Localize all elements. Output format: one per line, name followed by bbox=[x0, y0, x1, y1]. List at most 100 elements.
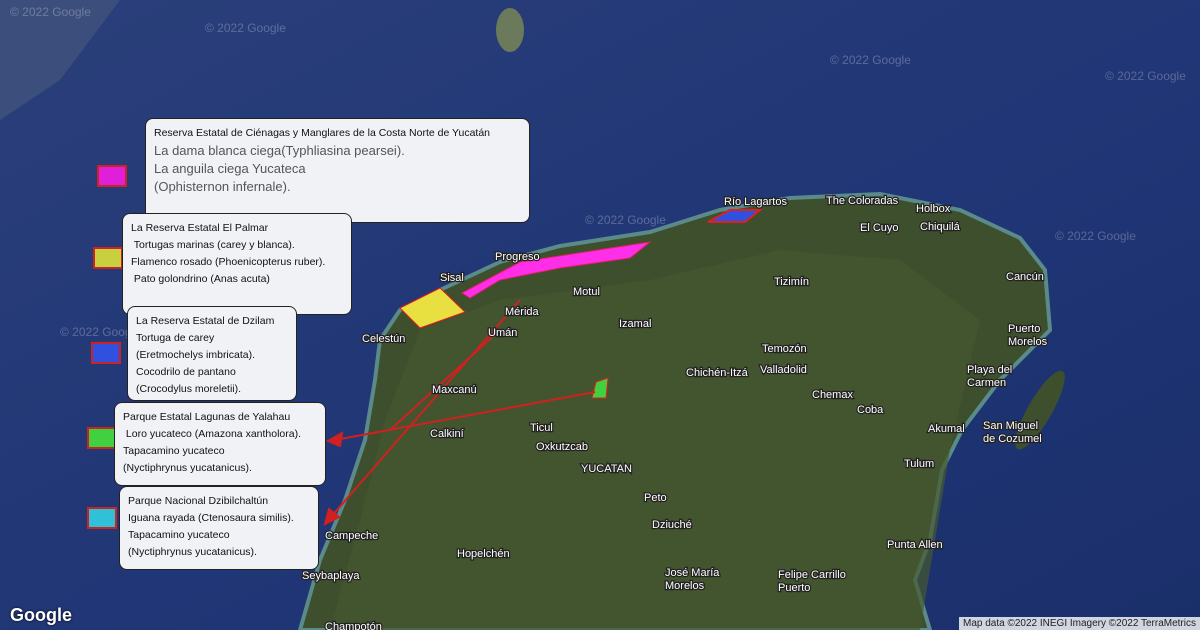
info-box: Parque Nacional Dzibilchaltún Iguana raya… bbox=[119, 486, 319, 570]
place-line: Calkiní bbox=[430, 428, 464, 440]
place-line: Chichén-Itzá bbox=[686, 367, 749, 379]
place-label: Tizimín bbox=[774, 276, 809, 288]
place-label: Dziuché bbox=[652, 519, 692, 531]
info-line: (Nyctiphrynus yucatanicus). bbox=[123, 462, 252, 474]
info-line: Pato golondrino (Anas acuta) bbox=[131, 273, 270, 285]
place-line: Akumal bbox=[928, 423, 965, 435]
place-line: Hopelchén bbox=[457, 548, 510, 560]
place-label: Mérida bbox=[505, 306, 540, 318]
info-line: La dama blanca ciega(Typhliasina pearsei… bbox=[154, 143, 405, 158]
arrow bbox=[389, 329, 501, 431]
place-label: Oxkutzcab bbox=[536, 441, 588, 453]
place-line: Mérida bbox=[505, 306, 540, 318]
place-line: Puerto bbox=[778, 582, 810, 594]
place-line: Seybaplaya bbox=[302, 570, 360, 582]
place-line: Celestún bbox=[362, 333, 405, 345]
info-box: La Reserva Estatal El Palmar Tortugas ma… bbox=[122, 213, 352, 315]
place-label: Playa del Carmen bbox=[967, 364, 1012, 389]
place-label: Progreso bbox=[495, 251, 540, 263]
place-line: Progreso bbox=[495, 251, 540, 263]
place-label: Celestún bbox=[362, 333, 405, 345]
place-label: Temozón bbox=[762, 343, 807, 355]
place-line: Carmen bbox=[967, 377, 1006, 389]
place-label: Akumal bbox=[928, 423, 965, 435]
watermark: © 2022 Google bbox=[205, 21, 286, 35]
info-line: Iguana rayada (Ctenosaura similis). bbox=[128, 512, 294, 524]
info-line: Tortugas marinas (carey y blanca). bbox=[131, 239, 295, 251]
watermark: © 2022 Google bbox=[60, 325, 141, 339]
info-title: La Reserva Estatal El Palmar bbox=[131, 222, 269, 234]
reserve-yalahau bbox=[591, 377, 609, 399]
info-line: La anguila ciega Yucateca bbox=[154, 161, 306, 176]
info-line: (Nyctiphrynus yucatanicus). bbox=[128, 546, 257, 558]
place-label: Izamal bbox=[619, 318, 651, 330]
info-line: Tapacamino yucateco bbox=[123, 445, 225, 457]
place-line: Río Lagartos bbox=[724, 196, 787, 208]
place-label: Punta Allen bbox=[887, 539, 943, 551]
watermark: © 2022 Google bbox=[830, 53, 911, 67]
place-label: San Miguel de Cozumel bbox=[983, 420, 1042, 445]
place-line: Temozón bbox=[762, 343, 807, 355]
place-line: Izamal bbox=[619, 318, 651, 330]
place-line: El Cuyo bbox=[860, 222, 899, 234]
place-line: Cancún bbox=[1006, 271, 1044, 283]
place-line: Peto bbox=[644, 492, 667, 504]
info-box: Reserva Estatal de Ciénagas y Manglares … bbox=[145, 118, 530, 223]
reserve-cienagas bbox=[461, 241, 652, 299]
place-line: Morelos bbox=[1008, 336, 1048, 348]
legend-swatch bbox=[87, 427, 117, 449]
info-box: Parque Estatal Lagunas de Yalahau Loro y… bbox=[114, 402, 326, 486]
place-line: Coba bbox=[857, 404, 884, 416]
place-label: Sisal bbox=[440, 272, 464, 284]
place-label: Chichén-Itzá bbox=[686, 367, 749, 379]
place-line: Puerto bbox=[1008, 323, 1040, 335]
place-line: Valladolid bbox=[760, 364, 807, 376]
arrow bbox=[334, 391, 596, 441]
place-line: YUCATAN bbox=[581, 463, 632, 475]
place-label: Seybaplaya bbox=[302, 570, 360, 582]
info-line: (Eretmochelys imbricata). bbox=[136, 349, 256, 361]
place-line: Chemax bbox=[812, 389, 853, 401]
place-label: José María Morelos bbox=[665, 567, 720, 592]
info-line: Flamenco rosado (Phoenicopterus ruber). bbox=[131, 256, 326, 268]
legend-swatch bbox=[87, 507, 117, 529]
place-line: Morelos bbox=[665, 580, 705, 592]
info-line: Loro yucateco (Amazona xantholora). bbox=[123, 428, 302, 440]
info-title: Parque Estatal Lagunas de Yalahau bbox=[123, 411, 291, 423]
place-label: The Coloradas bbox=[826, 195, 899, 207]
place-label: Tulum bbox=[904, 458, 934, 470]
info-line: Tortuga de carey bbox=[136, 332, 215, 344]
place-line: Umán bbox=[488, 327, 517, 339]
place-label: El Cuyo bbox=[860, 222, 899, 234]
info-title: Reserva Estatal de Ciénagas y Manglares … bbox=[154, 127, 490, 139]
land-inner bbox=[330, 250, 980, 630]
place-label: Ticul bbox=[530, 422, 553, 434]
legend-swatch bbox=[97, 165, 127, 187]
place-line: Dziuché bbox=[652, 519, 692, 531]
info-line: (Crocodylus moreletii). bbox=[136, 383, 242, 395]
place-label: Cancún bbox=[1006, 271, 1044, 283]
place-label: Río Lagartos bbox=[724, 196, 787, 208]
island bbox=[496, 8, 524, 52]
place-line: José María bbox=[665, 567, 720, 579]
arrows bbox=[323, 299, 596, 526]
place-label: Felipe Carrillo Puerto bbox=[778, 569, 846, 594]
info-line: Tapacamino yucateco bbox=[128, 529, 230, 541]
place-label: Holbox bbox=[916, 203, 951, 215]
place-line: The Coloradas bbox=[826, 195, 899, 207]
place-line: de Cozumel bbox=[983, 433, 1042, 445]
place-line: Tizimín bbox=[774, 276, 809, 288]
watermark: © 2022 Google bbox=[1055, 229, 1136, 243]
place-line: Playa del bbox=[967, 364, 1012, 376]
watermark: © 2022 Google bbox=[10, 5, 91, 19]
place-line: Felipe Carrillo bbox=[778, 569, 846, 581]
place-line: Maxcanú bbox=[432, 384, 477, 396]
attribution[interactable]: Map data ©2022 INEGI Imagery ©2022 Terra… bbox=[959, 617, 1200, 630]
google-logo: Google bbox=[10, 605, 72, 625]
reserve-dzilam bbox=[707, 209, 763, 223]
place-line: Champotón bbox=[325, 621, 382, 630]
info-line: Cocodrilo de pantano bbox=[136, 366, 236, 378]
arrow-head bbox=[323, 507, 341, 526]
